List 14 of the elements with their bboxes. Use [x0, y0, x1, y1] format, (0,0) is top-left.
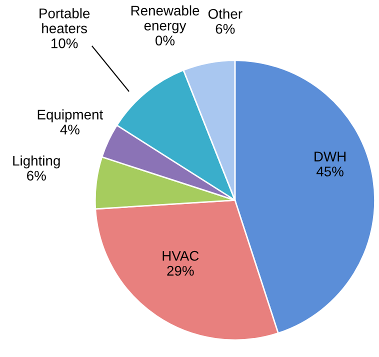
text: 0%	[156, 36, 175, 46]
category-label: Renewable energy	[131, 5, 200, 34]
data-label: 4%	[60, 124, 80, 134]
data-label: 6%	[216, 24, 235, 34]
data-label: 10%	[51, 38, 78, 48]
data-label: 45%	[316, 166, 344, 176]
slice-label: Equipment	[38, 109, 104, 122]
slice-label: Portable heaters	[40, 8, 90, 34]
slice-label: Other	[208, 8, 242, 19]
data-label: 6%	[27, 170, 46, 181]
slice-label: Lighting	[13, 155, 60, 168]
data-label: 29%	[167, 266, 194, 276]
slice-label: HVAC	[162, 250, 199, 261]
slice-label: DWH	[314, 152, 346, 162]
